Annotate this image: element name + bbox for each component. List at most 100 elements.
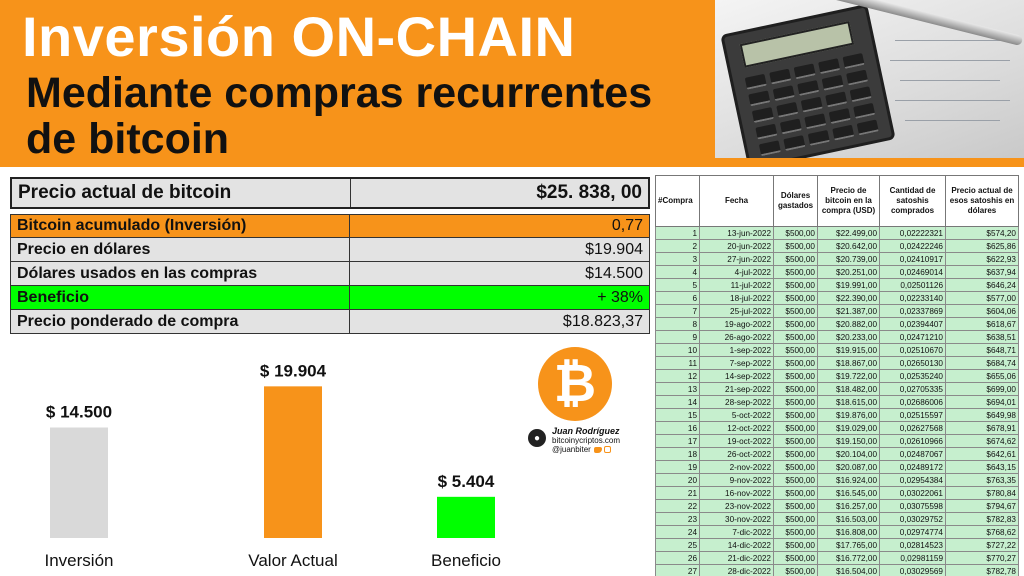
table-cell: 0,02471210 — [879, 330, 946, 344]
table-cell: 2-nov-2022 — [699, 460, 774, 474]
table-cell: 11-jul-2022 — [699, 278, 774, 292]
table-cell: 12-oct-2022 — [699, 421, 774, 435]
table-cell: 19-ago-2022 — [699, 317, 774, 331]
summary-label: Precio ponderado de compra — [11, 310, 350, 333]
table-cell: 7 — [655, 304, 700, 318]
author-handle-row: @juanbiter — [552, 445, 611, 454]
summary-label: Bitcoin acumulado (Inversión) — [11, 215, 350, 237]
purchases-body: 1 13-jun-2022 $500,00 $22.499,00 0,02222321 $… — [655, 226, 1019, 576]
table-cell: 0,02627568 — [879, 421, 946, 435]
table-cell: $625,86 — [945, 239, 1019, 253]
column-header: Cantidad de satoshis comprados — [879, 175, 946, 227]
summary-value: $18.823,37 — [562, 312, 643, 330]
table-cell: $20.251,00 — [817, 265, 880, 279]
table-cell: 21-dic-2022 — [699, 551, 774, 565]
calculator-icon — [720, 3, 896, 158]
table-row: 11 7-sep-2022 $500,00 $18.867,00 0,02650130 $… — [655, 356, 1019, 370]
table-cell: 0,03022061 — [879, 486, 946, 500]
table-cell: 0,02489172 — [879, 460, 946, 474]
table-cell: 12 — [655, 369, 700, 383]
subtitle-line-1: Mediante compras recurrentes — [26, 69, 653, 117]
table-cell: 25 — [655, 538, 700, 552]
table-cell: $18.867,00 — [817, 356, 880, 370]
table-cell: $500,00 — [773, 551, 818, 565]
table-cell: $19.915,00 — [817, 343, 880, 357]
table-cell: 0,02394407 — [879, 317, 946, 331]
table-cell: $684,74 — [945, 356, 1019, 370]
summary-value: + 38% — [597, 288, 643, 306]
table-cell: 28-sep-2022 — [699, 395, 774, 409]
table-cell: $19.722,00 — [817, 369, 880, 383]
table-cell: $22.390,00 — [817, 291, 880, 305]
table-cell: 24 — [655, 525, 700, 539]
table-cell: $763,35 — [945, 473, 1019, 487]
table-cell: 26 — [655, 551, 700, 565]
table-row: 9 26-ago-2022 $500,00 $20.233,00 0,02471210 $… — [655, 330, 1019, 344]
table-cell: 0,02705335 — [879, 382, 946, 396]
table-row: 25 14-dic-2022 $500,00 $17.765,00 0,02814523… — [655, 538, 1019, 552]
summary-row: Beneficio + 38% — [10, 286, 650, 310]
purchases-table: #Compra Fecha Dólares gastados Precio de bi… — [655, 175, 1019, 576]
table-cell: 23 — [655, 512, 700, 526]
table-cell: 0,02510670 — [879, 343, 946, 357]
table-cell: $694,01 — [945, 395, 1019, 409]
current-price-value: $25. 838, 00 — [536, 182, 642, 203]
table-cell: $500,00 — [773, 408, 818, 422]
table-row: 10 1-sep-2022 $500,00 $19.915,00 0,02510670 $… — [655, 343, 1019, 357]
column-header: Precio actual de esos satoshis en dólare… — [945, 175, 1019, 227]
table-cell: $574,20 — [945, 226, 1019, 240]
column-header: #Compra — [655, 175, 700, 227]
table-cell: $19.029,00 — [817, 421, 880, 435]
table-cell: $782,78 — [945, 564, 1019, 576]
table-cell: 0,03075598 — [879, 499, 946, 513]
table-row: 2 20-jun-2022 $500,00 $20.642,00 0,02422246 $… — [655, 239, 1019, 253]
data-label: $ 5.404 — [438, 472, 495, 491]
table-cell: $500,00 — [773, 356, 818, 370]
table-row: 3 27-jun-2022 $500,00 $20.739,00 0,02410917 $… — [655, 252, 1019, 266]
author-logo: ₿ ● Juan Rodríguez bitcoinycriptos.com @… — [528, 347, 648, 467]
bar-chart-svg: $ 14.500 Inversión $ 19.904 Valor Actual $ 5… — [45, 361, 501, 570]
table-cell: 28-dic-2022 — [699, 564, 774, 576]
table-cell: $22.499,00 — [817, 226, 880, 240]
table-cell: 0,02222321 — [879, 226, 946, 240]
table-cell: $16.545,00 — [817, 486, 880, 500]
table-row: 1 13-jun-2022 $500,00 $22.499,00 0,02222321 $… — [655, 226, 1019, 240]
table-row: 27 28-dic-2022 $500,00 $16.504,00 0,03029569… — [655, 564, 1019, 576]
bar — [50, 427, 108, 538]
table-cell: $500,00 — [773, 317, 818, 331]
table-cell: $618,67 — [945, 317, 1019, 331]
table-cell: 2 — [655, 239, 700, 253]
table-cell: 0,03029569 — [879, 564, 946, 576]
table-cell: 0,02814523 — [879, 538, 946, 552]
table-cell: $674,62 — [945, 434, 1019, 448]
table-cell: $643,15 — [945, 460, 1019, 474]
table-cell: $500,00 — [773, 239, 818, 253]
table-cell: 4 — [655, 265, 700, 279]
table-cell: 19 — [655, 460, 700, 474]
table-cell: $16.808,00 — [817, 525, 880, 539]
page-title: Inversión ON-CHAIN — [22, 5, 576, 68]
table-cell: 27-jun-2022 — [699, 252, 774, 266]
instagram-icon — [603, 446, 611, 454]
summary-value: 0,77 — [611, 217, 643, 234]
table-row: 18 26-oct-2022 $500,00 $20.104,00 0,02487067… — [655, 447, 1019, 461]
table-row: 12 14-sep-2022 $500,00 $19.722,00 0,02535240… — [655, 369, 1019, 383]
table-cell: $500,00 — [773, 226, 818, 240]
header-banner: Inversión ON-CHAIN Mediante compras recu… — [0, 0, 1024, 167]
table-cell: 14-sep-2022 — [699, 369, 774, 383]
table-cell: 25-jul-2022 — [699, 304, 774, 318]
table-cell: $622,93 — [945, 252, 1019, 266]
table-cell: $500,00 — [773, 330, 818, 344]
table-cell: $21.387,00 — [817, 304, 880, 318]
bar — [437, 496, 495, 538]
table-cell: 0,02422246 — [879, 239, 946, 253]
table-row: 13 21-sep-2022 $500,00 $18.482,00 0,02705335… — [655, 382, 1019, 396]
summary-label: Precio en dólares — [11, 238, 350, 261]
table-cell: $500,00 — [773, 525, 818, 539]
table-cell: 0,02974774 — [879, 525, 946, 539]
table-cell: $18.615,00 — [817, 395, 880, 409]
table-cell: 21-sep-2022 — [699, 382, 774, 396]
table-row: 6 18-jul-2022 $500,00 $22.390,00 0,02233140 $… — [655, 291, 1019, 305]
table-cell: 26-oct-2022 — [699, 447, 774, 461]
table-cell: $649,98 — [945, 408, 1019, 422]
